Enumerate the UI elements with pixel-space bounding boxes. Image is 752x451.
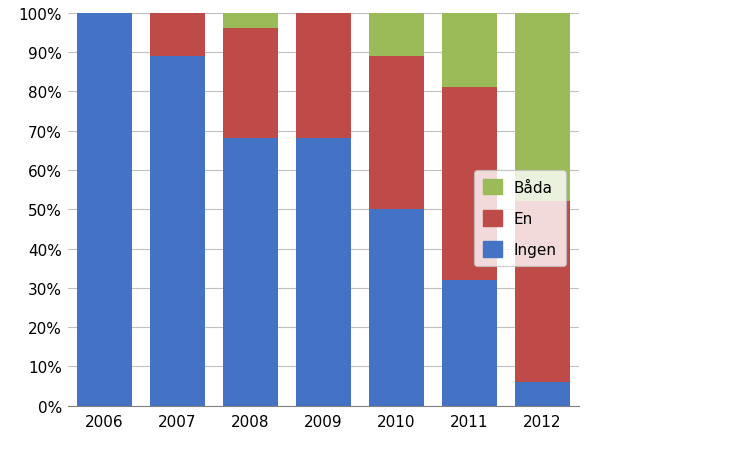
Bar [369,14,424,57]
Bar [369,210,424,406]
Bar [150,14,205,57]
Bar [515,202,570,382]
Bar [369,57,424,210]
Bar [223,14,277,29]
Bar [442,281,497,406]
Bar [296,139,350,406]
Legend: Båda, En, Ingen: Båda, En, Ingen [475,170,566,267]
Bar [223,29,277,139]
Bar [150,57,205,406]
Bar [442,88,497,281]
Bar [223,139,277,406]
Bar [515,14,570,202]
Bar [442,14,497,88]
Bar [77,14,132,406]
Bar [515,382,570,406]
Bar [296,14,350,139]
